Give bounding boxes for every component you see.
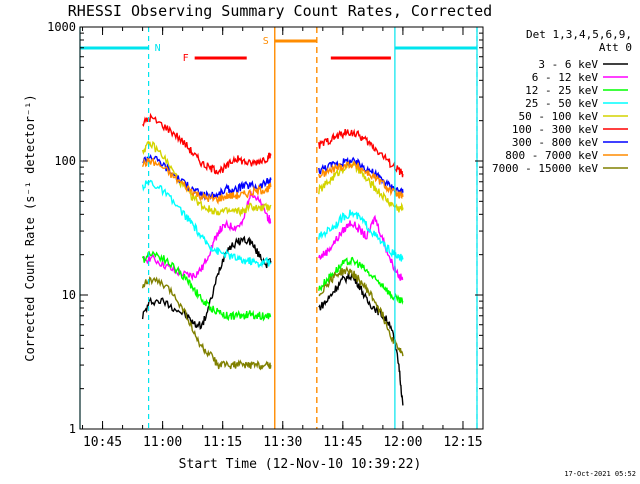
series-line (142, 191, 272, 282)
series-line (141, 140, 272, 218)
legend-label: 25 - 50 keV (525, 97, 598, 110)
series-line (318, 128, 404, 178)
series-line (141, 250, 272, 322)
series-line (318, 214, 404, 281)
x-tick-label: 12:00 (383, 435, 422, 450)
series-100-300-kev (142, 112, 404, 178)
series-line (141, 276, 272, 371)
legend-header-line-2: Att 0 (599, 41, 632, 54)
series-6-12-kev (142, 191, 404, 282)
series-line (141, 179, 272, 269)
legend-label: 7000 - 15000 keV (492, 162, 598, 175)
annotation-saa: S (263, 27, 318, 429)
night-label: N (155, 43, 161, 54)
plot-frame (79, 26, 484, 430)
series-line (318, 272, 404, 406)
y-axis-label: Corrected Count Rate (s⁻¹ detector⁻¹) (23, 94, 37, 361)
x-tick-label: 11:45 (323, 435, 362, 450)
x-tick-label: 11:00 (143, 435, 182, 450)
series-12-25-kev (141, 250, 404, 322)
legend-label: 3 - 6 keV (538, 58, 598, 71)
chart-title: RHESSI Observing Summary Count Rates, Co… (68, 2, 492, 20)
x-tick-label: 12:15 (443, 435, 482, 450)
plot-area: N F S 1 10 100 1000 10:45 11:00 11:15 11:30 11:45 12… (47, 20, 484, 450)
series-line (142, 112, 272, 175)
series-25-50-kev (141, 179, 404, 269)
legend-label: 100 - 300 keV (512, 123, 598, 136)
series-50-100-kev (141, 140, 404, 218)
x-axis-label: Start Time (12-Nov-10 10:39:22) (179, 457, 422, 472)
flare-label: F (183, 53, 189, 64)
series-800-7000-kev (141, 157, 404, 205)
legend-label: 300 - 800 keV (512, 136, 598, 149)
footer-timestamp: 17-Oct-2021 05:52 (564, 470, 636, 478)
y-tick-label: 1 (69, 422, 76, 436)
legend-label: 12 - 25 keV (525, 84, 598, 97)
series-line (141, 235, 272, 330)
y-tick-label: 10 (62, 288, 76, 302)
x-tick-label: 11:15 (203, 435, 242, 450)
series-line (318, 160, 404, 199)
series-line (318, 159, 404, 213)
series-line (318, 209, 404, 262)
series-7000-15000-kev (141, 265, 404, 371)
series-3-6-kev (141, 235, 404, 406)
series-line (318, 256, 404, 305)
y-tick-label: 100 (54, 154, 76, 168)
y-tick-label: 1000 (47, 20, 76, 34)
saa-label: S (263, 36, 269, 47)
legend-label: 6 - 12 keV (532, 71, 599, 84)
series-line (318, 265, 404, 357)
annotation-flare: F (183, 53, 391, 64)
legend-header-line-1: Det 1,3,4,5,6,9, (526, 28, 632, 41)
x-tick-label: 10:45 (83, 435, 122, 450)
legend-label: 800 - 7000 keV (505, 149, 598, 162)
series-line (141, 157, 272, 205)
legend-label: 50 - 100 keV (519, 110, 599, 123)
x-tick-label: 11:30 (263, 435, 302, 450)
